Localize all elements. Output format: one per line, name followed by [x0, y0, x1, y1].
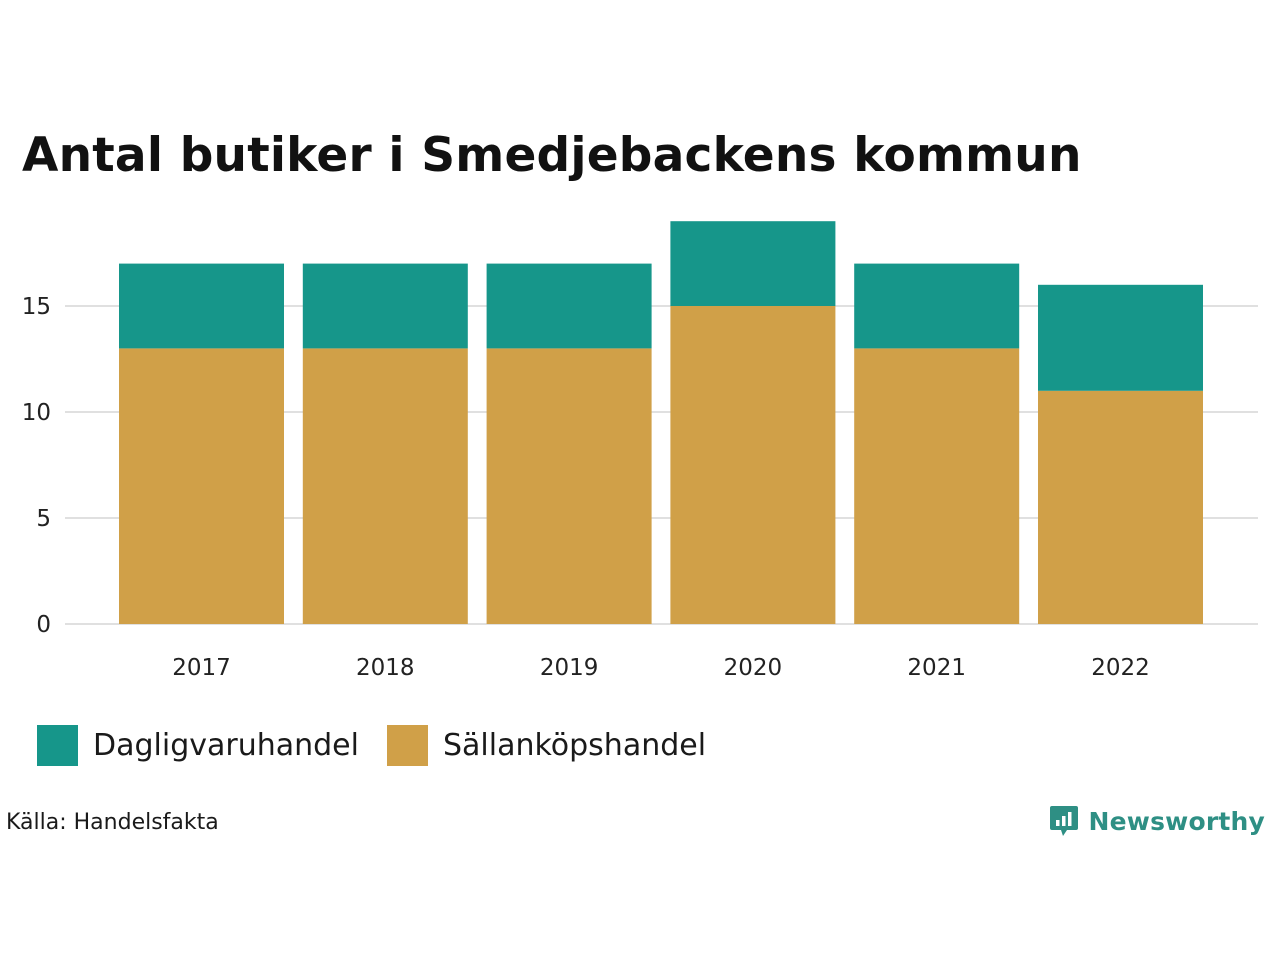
- brand: Newsworthy: [1049, 804, 1266, 838]
- x-tick-label-2018: 2018: [356, 655, 415, 681]
- y-tick-label-0: 0: [36, 612, 51, 638]
- y-tick-label-5: 5: [36, 506, 51, 532]
- legend-swatch-dagligvaruhandel: [37, 725, 78, 766]
- bar-2022-sallankopshandel: [1038, 390, 1203, 624]
- legend-swatch-sallankopshandel: [386, 725, 428, 766]
- bars: [119, 221, 1203, 624]
- bar-2021-dagligvaruhandel: [854, 263, 1020, 349]
- x-axis-ticks: 2017 2018 2019 2020 2021 2022: [172, 655, 1150, 681]
- bar-2017-sallankopshandel: [119, 348, 284, 624]
- bar-2020-dagligvaruhandel: [670, 221, 836, 306]
- y-axis-ticks: 0 5 10 15: [22, 294, 51, 638]
- bar-2019-sallankopshandel: [486, 348, 652, 624]
- stacked-bar-chart: 0 5 10 15 2017 2018 2019 2020 2021 2022: [22, 221, 1258, 681]
- bar-2019-dagligvaruhandel: [486, 263, 652, 349]
- chart-title: Antal butiker i Smedjebackens kommun: [22, 128, 1082, 183]
- brand-name: Newsworthy: [1088, 806, 1265, 836]
- x-tick-label-2022: 2022: [1091, 655, 1150, 681]
- newsworthy-logo-icon: [1049, 806, 1078, 836]
- bar-2022-dagligvaruhandel: [1038, 284, 1203, 391]
- legend-item-dagligvaruhandel: Dagligvaruhandel: [37, 725, 359, 766]
- bar-2017-dagligvaruhandel: [119, 263, 284, 349]
- x-tick-label-2020: 2020: [724, 655, 783, 681]
- legend-label-sallankopshandel: Sällanköpshandel: [442, 728, 707, 763]
- bar-2018-sallankopshandel: [302, 348, 468, 624]
- bar-2020-sallankopshandel: [670, 306, 836, 624]
- y-tick-label-15: 15: [22, 294, 51, 320]
- x-tick-label-2017: 2017: [172, 655, 231, 681]
- x-tick-label-2021: 2021: [907, 655, 966, 681]
- x-tick-label-2019: 2019: [540, 655, 599, 681]
- source-note: Källa: Handelsfakta: [6, 810, 219, 835]
- y-tick-label-10: 10: [22, 400, 51, 426]
- legend: Dagligvaruhandel Sällanköpshandel: [37, 725, 734, 766]
- bar-2021-sallankopshandel: [854, 348, 1020, 624]
- legend-item-sallankopshandel: Sällanköpshandel: [386, 725, 707, 766]
- legend-label-dagligvaruhandel: Dagligvaruhandel: [93, 728, 359, 763]
- bar-2018-dagligvaruhandel: [302, 263, 468, 349]
